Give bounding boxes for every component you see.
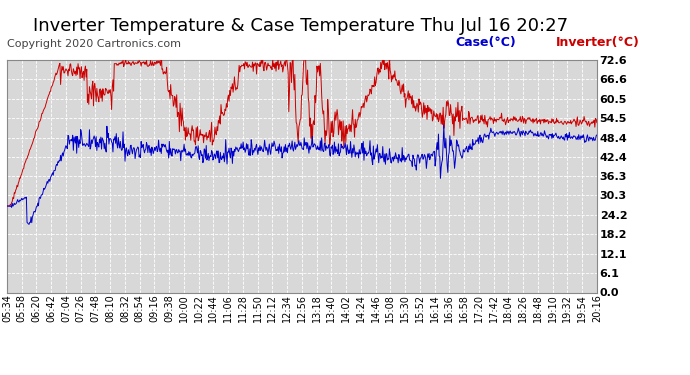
Text: Inverter(°C): Inverter(°C) xyxy=(555,36,640,49)
Text: Case(°C): Case(°C) xyxy=(455,36,516,49)
Text: Copyright 2020 Cartronics.com: Copyright 2020 Cartronics.com xyxy=(7,39,181,50)
Text: Inverter Temperature & Case Temperature Thu Jul 16 20:27: Inverter Temperature & Case Temperature … xyxy=(32,17,568,35)
